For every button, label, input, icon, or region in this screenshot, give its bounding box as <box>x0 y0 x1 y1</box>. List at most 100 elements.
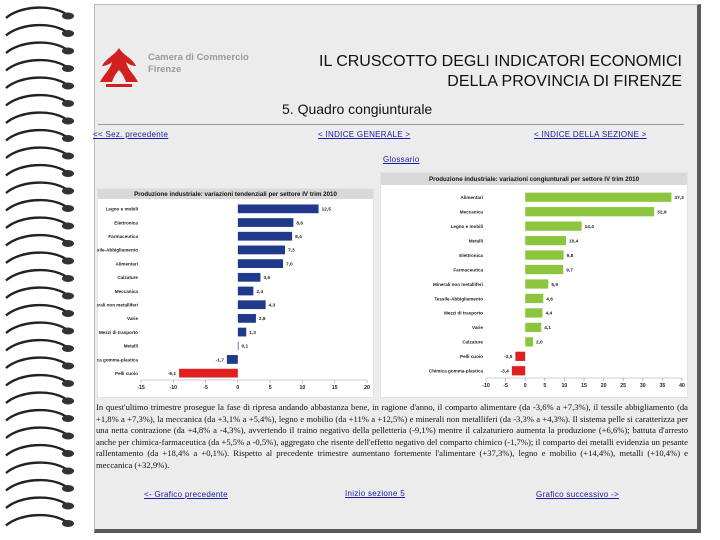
spiral-ring <box>5 251 67 264</box>
spiral-ring <box>5 76 67 89</box>
bar <box>237 204 319 214</box>
nav-link[interactable]: < INDICE GENERALE > <box>318 130 411 139</box>
spiral-hole <box>62 117 74 125</box>
bar <box>226 355 238 364</box>
value-label: 2,8 <box>259 316 266 322</box>
spiral-ring <box>5 373 67 387</box>
value-label: 8,6 <box>296 220 303 226</box>
value-label: 3,5 <box>263 275 270 281</box>
value-label: -1,7 <box>216 357 225 363</box>
spiral-ring <box>5 286 67 299</box>
x-tick-label: -10 <box>482 383 490 389</box>
spiral-ring <box>5 23 67 37</box>
spiral-hole <box>62 327 74 335</box>
category-label: Legno e mobili <box>451 224 483 229</box>
category-label: Calzature <box>462 340 483 345</box>
spiral-ring <box>5 146 67 159</box>
footer-link[interactable]: Inizio sezione 5 <box>345 489 405 498</box>
chart-background <box>97 188 374 398</box>
spiral-ring <box>5 268 67 282</box>
category-label: Alimentari <box>116 261 138 266</box>
spiral-hole <box>62 257 74 265</box>
value-label: 7,3 <box>288 248 295 254</box>
bar <box>237 327 247 337</box>
bar <box>525 293 544 304</box>
bar <box>237 286 254 296</box>
x-tick-label: 15 <box>332 385 338 391</box>
spiral-hole <box>62 397 74 405</box>
category-label: Meccanica <box>460 209 484 214</box>
bar <box>237 245 285 255</box>
bar <box>237 259 284 268</box>
value-label: 12,5 <box>322 207 332 213</box>
section-title: 5. Quadro congiunturale <box>282 101 433 117</box>
spiral-hole <box>62 345 74 352</box>
spiral-ring <box>5 233 67 247</box>
value-label: 2,0 <box>536 340 543 346</box>
x-tick-label: 20 <box>364 385 370 391</box>
category-label: Varie <box>472 325 483 330</box>
spiral-ring <box>5 198 67 212</box>
spiral-hole <box>62 12 74 20</box>
x-tick-label: -10 <box>170 385 178 391</box>
spiral-ring <box>5 181 67 194</box>
category-label: Metalli <box>469 238 483 243</box>
spiral-ring <box>5 391 67 404</box>
category-label: Legno e mobili <box>106 207 138 212</box>
category-label: Elettronica <box>114 220 138 225</box>
value-label: 7,0 <box>286 261 293 267</box>
category-label: Elettronica <box>459 253 483 258</box>
chart: Produzione industriale: variazioni congi… <box>380 172 688 398</box>
category-label: Farmaceutica <box>108 234 138 239</box>
bar <box>525 250 564 260</box>
bar <box>179 368 238 378</box>
nav-link[interactable]: < INDICE DELLA SEZIONE > <box>534 130 647 139</box>
spiral-hole <box>62 82 74 90</box>
x-tick-label: 0 <box>236 385 239 391</box>
spiral-ring <box>5 93 67 107</box>
footer-link[interactable]: Grafico successivo -> <box>536 490 619 499</box>
spiral-hole <box>62 415 74 422</box>
category-label: Varie <box>127 316 138 321</box>
spiral-hole <box>62 135 74 142</box>
logo-emblem <box>100 48 138 87</box>
value-label: -2,5 <box>504 354 513 360</box>
spiral-ring <box>5 128 67 142</box>
spiral-hole <box>62 450 74 457</box>
logo-lily <box>100 48 138 82</box>
category-label: Meccanica <box>115 289 139 294</box>
bar <box>511 366 526 376</box>
chart: Produzione industriale: variazioni tende… <box>97 188 374 398</box>
value-label: 9,7 <box>566 267 573 273</box>
category-label: Tessile-Abbigliamento <box>97 248 138 253</box>
bar <box>237 272 261 282</box>
category-label: Farmaceutica <box>453 267 483 272</box>
bar <box>525 322 542 333</box>
body-text: In quest'ultimo trimestre prosegue la fa… <box>96 402 688 470</box>
spiral-hole <box>62 222 74 230</box>
value-label: 32,9 <box>657 209 667 215</box>
category-label: Chimica gomma-plastica <box>429 369 484 374</box>
nav-link[interactable]: << Sez. precedente <box>93 130 169 139</box>
x-tick-label: -5 <box>203 385 208 391</box>
spiral-ring <box>5 111 67 124</box>
spiral-hole <box>62 65 74 72</box>
logo-name: Camera di Commercio Firenze <box>148 52 249 76</box>
spiral-hole <box>62 432 74 440</box>
x-tick-label: 25 <box>620 383 626 389</box>
bar <box>525 192 672 202</box>
spiral-ring <box>5 338 67 352</box>
spiral-ring <box>5 58 67 72</box>
spiral-ring <box>5 356 67 369</box>
bar <box>237 300 266 310</box>
x-tick-label: 15 <box>581 383 587 389</box>
value-label: 0,1 <box>242 344 249 350</box>
spiral-hole <box>62 520 74 527</box>
title-line: IL CRUSCOTTO DEGLI INDICATORI ECONOMICI <box>319 53 682 70</box>
spiral-ring <box>5 443 67 457</box>
nav-link[interactable]: Glossario <box>383 155 420 164</box>
spiral-hole <box>62 152 74 160</box>
footer-link[interactable]: <- Grafico precedente <box>144 490 228 499</box>
spiral-ring <box>5 163 67 177</box>
